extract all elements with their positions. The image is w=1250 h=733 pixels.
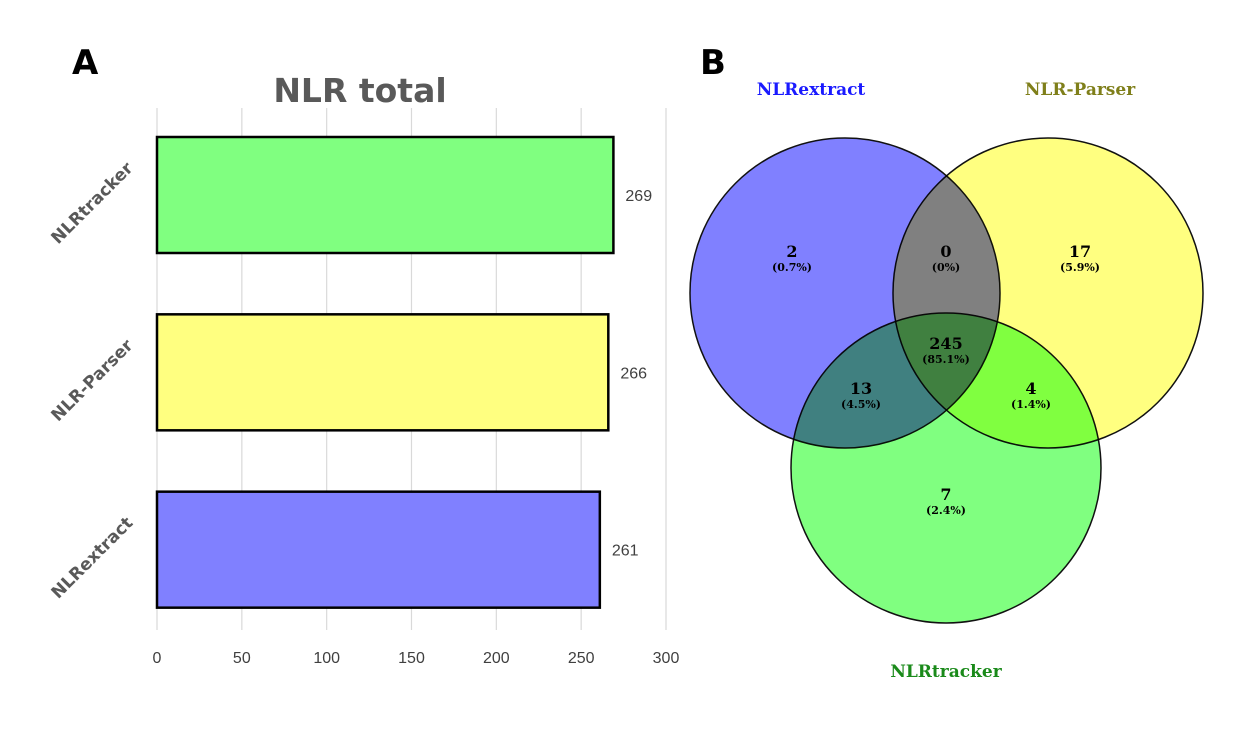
venn-region-labels: 2(0.7%)0(0%)17(5.9%)245(85.1%)13(4.5%)4(… [772,242,1100,517]
bar-category-label: NLRtracker [48,158,138,248]
venn-set-label-nlrextract: NLRextract [757,80,866,100]
venn-diagram: NLRextract NLR-Parser NLRtracker 2(0.7%)… [689,80,1204,682]
bar-category-label: NLRextract [48,513,138,603]
panel-label-a: A [72,43,99,83]
venn-region-count: 7 [940,485,951,504]
venn-region-percent: (1.4%) [1011,398,1051,411]
bar-value-label: 266 [620,365,647,382]
bar-x-tick-label: 0 [153,650,162,667]
panel-label-b: B [700,43,726,83]
venn-region-percent: (4.5%) [841,398,881,411]
venn-region-count: 2 [786,242,797,261]
bar-x-tick-label: 300 [653,650,680,667]
venn-region-percent: (2.4%) [926,504,966,517]
venn-region-count: 13 [850,379,872,398]
venn-region-percent: (5.9%) [1060,261,1100,274]
venn-region-count: 17 [1069,242,1091,261]
bar-chart: NLR total 269 266 261 0 50 100 150 200 250 300 N… [48,71,680,667]
venn-region-percent: (0.7%) [772,261,812,274]
bar-x-axis: 0 50 100 150 200 250 300 [153,650,680,667]
bar-x-tick-label: 200 [483,650,510,667]
venn-set-label-nlr-parser: NLR-Parser [1025,80,1136,100]
venn-region-percent: (0%) [932,261,961,274]
bar-value-label: 261 [612,543,639,560]
bar-nlr-parser [155,313,610,432]
bar-x-tick-label: 250 [568,650,595,667]
bar-x-tick-label: 100 [313,650,340,667]
bar-nlrextract [155,490,602,609]
bar-y-axis: NLRtracker NLR-Parser NLRextract [48,158,138,603]
bar-category-label: NLR-Parser [48,335,138,425]
venn-region-count: 0 [940,242,951,261]
venn-circle-nlrtracker [790,312,1102,624]
bar-series: 269 266 261 [155,135,652,609]
bar-nlrtracker [155,135,615,255]
venn-region-count: 245 [929,334,962,353]
bar-x-tick-label: 50 [233,650,251,667]
venn-region-count: 4 [1025,379,1036,398]
bar-value-label: 269 [625,188,652,205]
bar-x-tick-label: 150 [398,650,425,667]
venn-region-percent: (85.1%) [922,353,970,366]
venn-set-label-nlrtracker: NLRtracker [890,662,1002,682]
bar-chart-title: NLR total [273,71,446,110]
